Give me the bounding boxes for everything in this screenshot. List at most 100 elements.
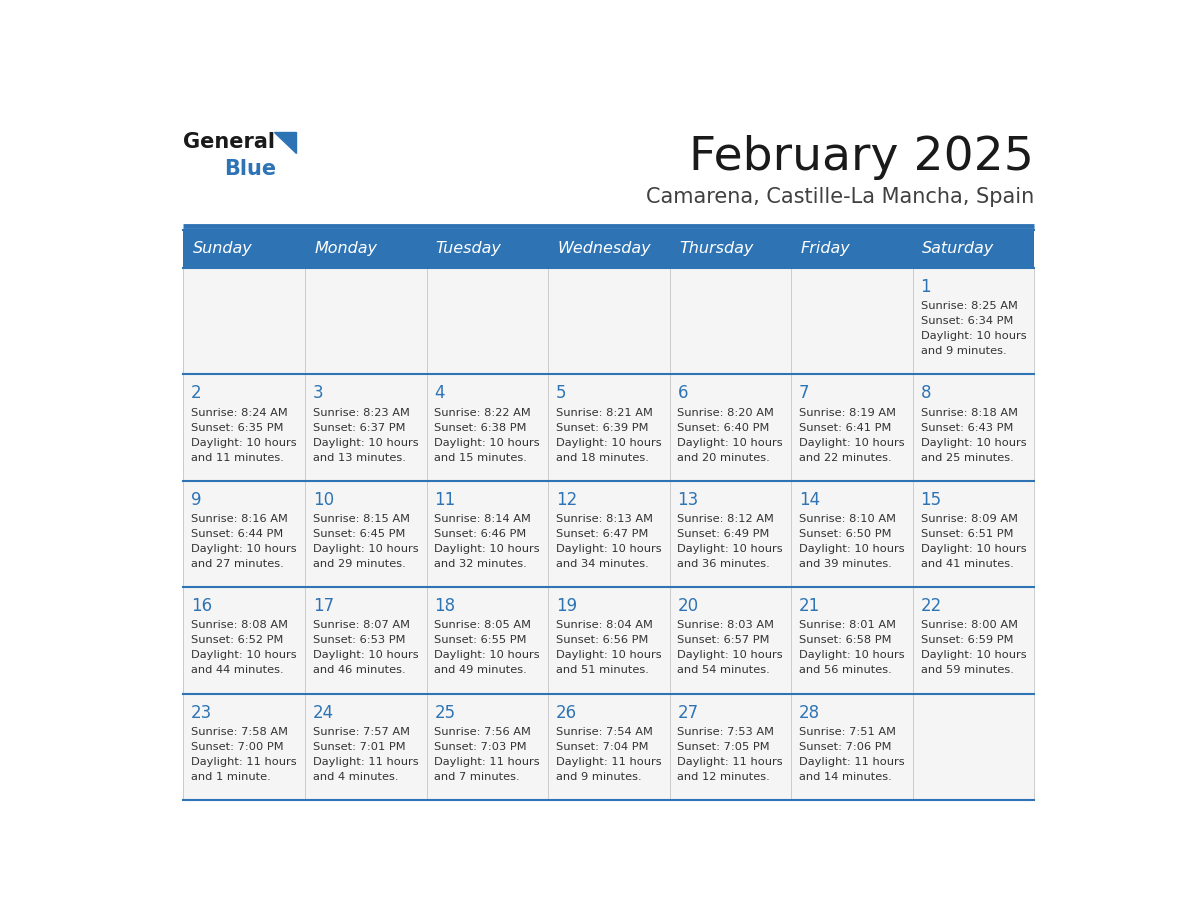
- Text: Tuesday: Tuesday: [436, 241, 501, 256]
- Text: 13: 13: [677, 491, 699, 509]
- Text: Daylight: 10 hours: Daylight: 10 hours: [556, 544, 662, 554]
- Text: Sunrise: 8:01 AM: Sunrise: 8:01 AM: [800, 621, 896, 631]
- Text: 11: 11: [435, 491, 455, 509]
- Text: Sunset: 6:43 PM: Sunset: 6:43 PM: [921, 422, 1013, 432]
- Text: and 18 minutes.: and 18 minutes.: [556, 453, 649, 463]
- Text: Sunrise: 7:54 AM: Sunrise: 7:54 AM: [556, 727, 652, 737]
- Text: and 1 minute.: and 1 minute.: [191, 772, 271, 782]
- Text: Daylight: 10 hours: Daylight: 10 hours: [677, 650, 783, 660]
- Text: and 4 minutes.: and 4 minutes.: [312, 772, 398, 782]
- Text: Daylight: 10 hours: Daylight: 10 hours: [191, 544, 297, 554]
- Text: and 22 minutes.: and 22 minutes.: [800, 453, 891, 463]
- Text: 5: 5: [556, 385, 567, 402]
- Text: 15: 15: [921, 491, 942, 509]
- Text: Daylight: 10 hours: Daylight: 10 hours: [191, 650, 297, 660]
- Text: Sunrise: 8:10 AM: Sunrise: 8:10 AM: [800, 514, 896, 524]
- Text: and 11 minutes.: and 11 minutes.: [191, 453, 284, 463]
- Text: 21: 21: [800, 598, 820, 615]
- Bar: [183, 230, 1035, 268]
- Text: Daylight: 10 hours: Daylight: 10 hours: [800, 650, 904, 660]
- Text: Sunrise: 7:56 AM: Sunrise: 7:56 AM: [435, 727, 531, 737]
- Text: Sunset: 6:53 PM: Sunset: 6:53 PM: [312, 635, 405, 645]
- Text: 14: 14: [800, 491, 820, 509]
- Text: February 2025: February 2025: [689, 135, 1035, 180]
- Text: 1: 1: [921, 278, 931, 296]
- Text: Sunset: 6:34 PM: Sunset: 6:34 PM: [921, 316, 1013, 326]
- Text: Sunset: 7:03 PM: Sunset: 7:03 PM: [435, 742, 527, 752]
- Text: Sunset: 6:51 PM: Sunset: 6:51 PM: [921, 529, 1013, 539]
- Text: Sunrise: 8:23 AM: Sunrise: 8:23 AM: [312, 408, 410, 418]
- Text: and 36 minutes.: and 36 minutes.: [677, 559, 770, 569]
- Text: 25: 25: [435, 704, 455, 722]
- Text: 27: 27: [677, 704, 699, 722]
- Text: 24: 24: [312, 704, 334, 722]
- Text: Daylight: 10 hours: Daylight: 10 hours: [191, 438, 297, 448]
- Text: Sunset: 6:55 PM: Sunset: 6:55 PM: [435, 635, 526, 645]
- Text: Sunset: 6:59 PM: Sunset: 6:59 PM: [921, 635, 1013, 645]
- Text: Monday: Monday: [315, 241, 378, 256]
- Text: Sunset: 7:05 PM: Sunset: 7:05 PM: [677, 742, 770, 752]
- Text: and 9 minutes.: and 9 minutes.: [556, 772, 642, 782]
- Text: Sunrise: 8:20 AM: Sunrise: 8:20 AM: [677, 408, 775, 418]
- Text: Sunset: 6:40 PM: Sunset: 6:40 PM: [677, 422, 770, 432]
- Text: Sunrise: 8:18 AM: Sunrise: 8:18 AM: [921, 408, 1017, 418]
- Text: 20: 20: [677, 598, 699, 615]
- Text: Daylight: 10 hours: Daylight: 10 hours: [556, 438, 662, 448]
- Text: and 46 minutes.: and 46 minutes.: [312, 666, 405, 676]
- Text: Saturday: Saturday: [922, 241, 994, 256]
- Text: Sunset: 6:52 PM: Sunset: 6:52 PM: [191, 635, 284, 645]
- Text: Daylight: 11 hours: Daylight: 11 hours: [800, 756, 904, 767]
- Text: 26: 26: [556, 704, 577, 722]
- Text: Daylight: 10 hours: Daylight: 10 hours: [435, 438, 539, 448]
- Text: and 13 minutes.: and 13 minutes.: [312, 453, 405, 463]
- Text: Daylight: 10 hours: Daylight: 10 hours: [921, 650, 1026, 660]
- Text: Sunset: 7:00 PM: Sunset: 7:00 PM: [191, 742, 284, 752]
- Text: Blue: Blue: [223, 160, 276, 179]
- Text: 16: 16: [191, 598, 213, 615]
- Text: Daylight: 10 hours: Daylight: 10 hours: [677, 544, 783, 554]
- Text: Sunrise: 8:03 AM: Sunrise: 8:03 AM: [677, 621, 775, 631]
- Text: Sunrise: 8:05 AM: Sunrise: 8:05 AM: [435, 621, 531, 631]
- Text: and 15 minutes.: and 15 minutes.: [435, 453, 527, 463]
- Text: Camarena, Castille-La Mancha, Spain: Camarena, Castille-La Mancha, Spain: [646, 187, 1035, 207]
- Text: Sunrise: 8:07 AM: Sunrise: 8:07 AM: [312, 621, 410, 631]
- Text: Daylight: 10 hours: Daylight: 10 hours: [800, 438, 904, 448]
- Text: Daylight: 10 hours: Daylight: 10 hours: [677, 438, 783, 448]
- Text: Sunset: 7:06 PM: Sunset: 7:06 PM: [800, 742, 891, 752]
- Text: 4: 4: [435, 385, 444, 402]
- Text: Sunrise: 7:58 AM: Sunrise: 7:58 AM: [191, 727, 289, 737]
- Text: Daylight: 10 hours: Daylight: 10 hours: [921, 331, 1026, 341]
- Text: and 54 minutes.: and 54 minutes.: [677, 666, 770, 676]
- Text: Sunset: 6:49 PM: Sunset: 6:49 PM: [677, 529, 770, 539]
- Text: Daylight: 11 hours: Daylight: 11 hours: [435, 756, 539, 767]
- Text: 8: 8: [921, 385, 931, 402]
- Text: Sunrise: 8:16 AM: Sunrise: 8:16 AM: [191, 514, 287, 524]
- Text: 28: 28: [800, 704, 820, 722]
- Text: Wednesday: Wednesday: [557, 241, 651, 256]
- Text: 7: 7: [800, 385, 809, 402]
- Text: Daylight: 11 hours: Daylight: 11 hours: [677, 756, 783, 767]
- Text: Daylight: 11 hours: Daylight: 11 hours: [312, 756, 418, 767]
- Text: Sunset: 6:50 PM: Sunset: 6:50 PM: [800, 529, 891, 539]
- Text: 3: 3: [312, 385, 323, 402]
- Text: 22: 22: [921, 598, 942, 615]
- Text: Daylight: 10 hours: Daylight: 10 hours: [921, 544, 1026, 554]
- Text: and 56 minutes.: and 56 minutes.: [800, 666, 892, 676]
- Text: Sunrise: 8:14 AM: Sunrise: 8:14 AM: [435, 514, 531, 524]
- Text: and 7 minutes.: and 7 minutes.: [435, 772, 520, 782]
- Text: Sunset: 6:57 PM: Sunset: 6:57 PM: [677, 635, 770, 645]
- Text: Daylight: 11 hours: Daylight: 11 hours: [556, 756, 662, 767]
- Text: and 29 minutes.: and 29 minutes.: [312, 559, 405, 569]
- Text: and 44 minutes.: and 44 minutes.: [191, 666, 284, 676]
- Text: and 59 minutes.: and 59 minutes.: [921, 666, 1013, 676]
- Text: and 27 minutes.: and 27 minutes.: [191, 559, 284, 569]
- Text: Sunset: 7:04 PM: Sunset: 7:04 PM: [556, 742, 649, 752]
- Text: and 41 minutes.: and 41 minutes.: [921, 559, 1013, 569]
- Bar: [183, 588, 1035, 694]
- Text: Sunrise: 8:15 AM: Sunrise: 8:15 AM: [312, 514, 410, 524]
- Text: Sunrise: 8:12 AM: Sunrise: 8:12 AM: [677, 514, 775, 524]
- Text: and 34 minutes.: and 34 minutes.: [556, 559, 649, 569]
- Text: 23: 23: [191, 704, 213, 722]
- Text: Sunset: 6:44 PM: Sunset: 6:44 PM: [191, 529, 284, 539]
- Text: Friday: Friday: [801, 241, 851, 256]
